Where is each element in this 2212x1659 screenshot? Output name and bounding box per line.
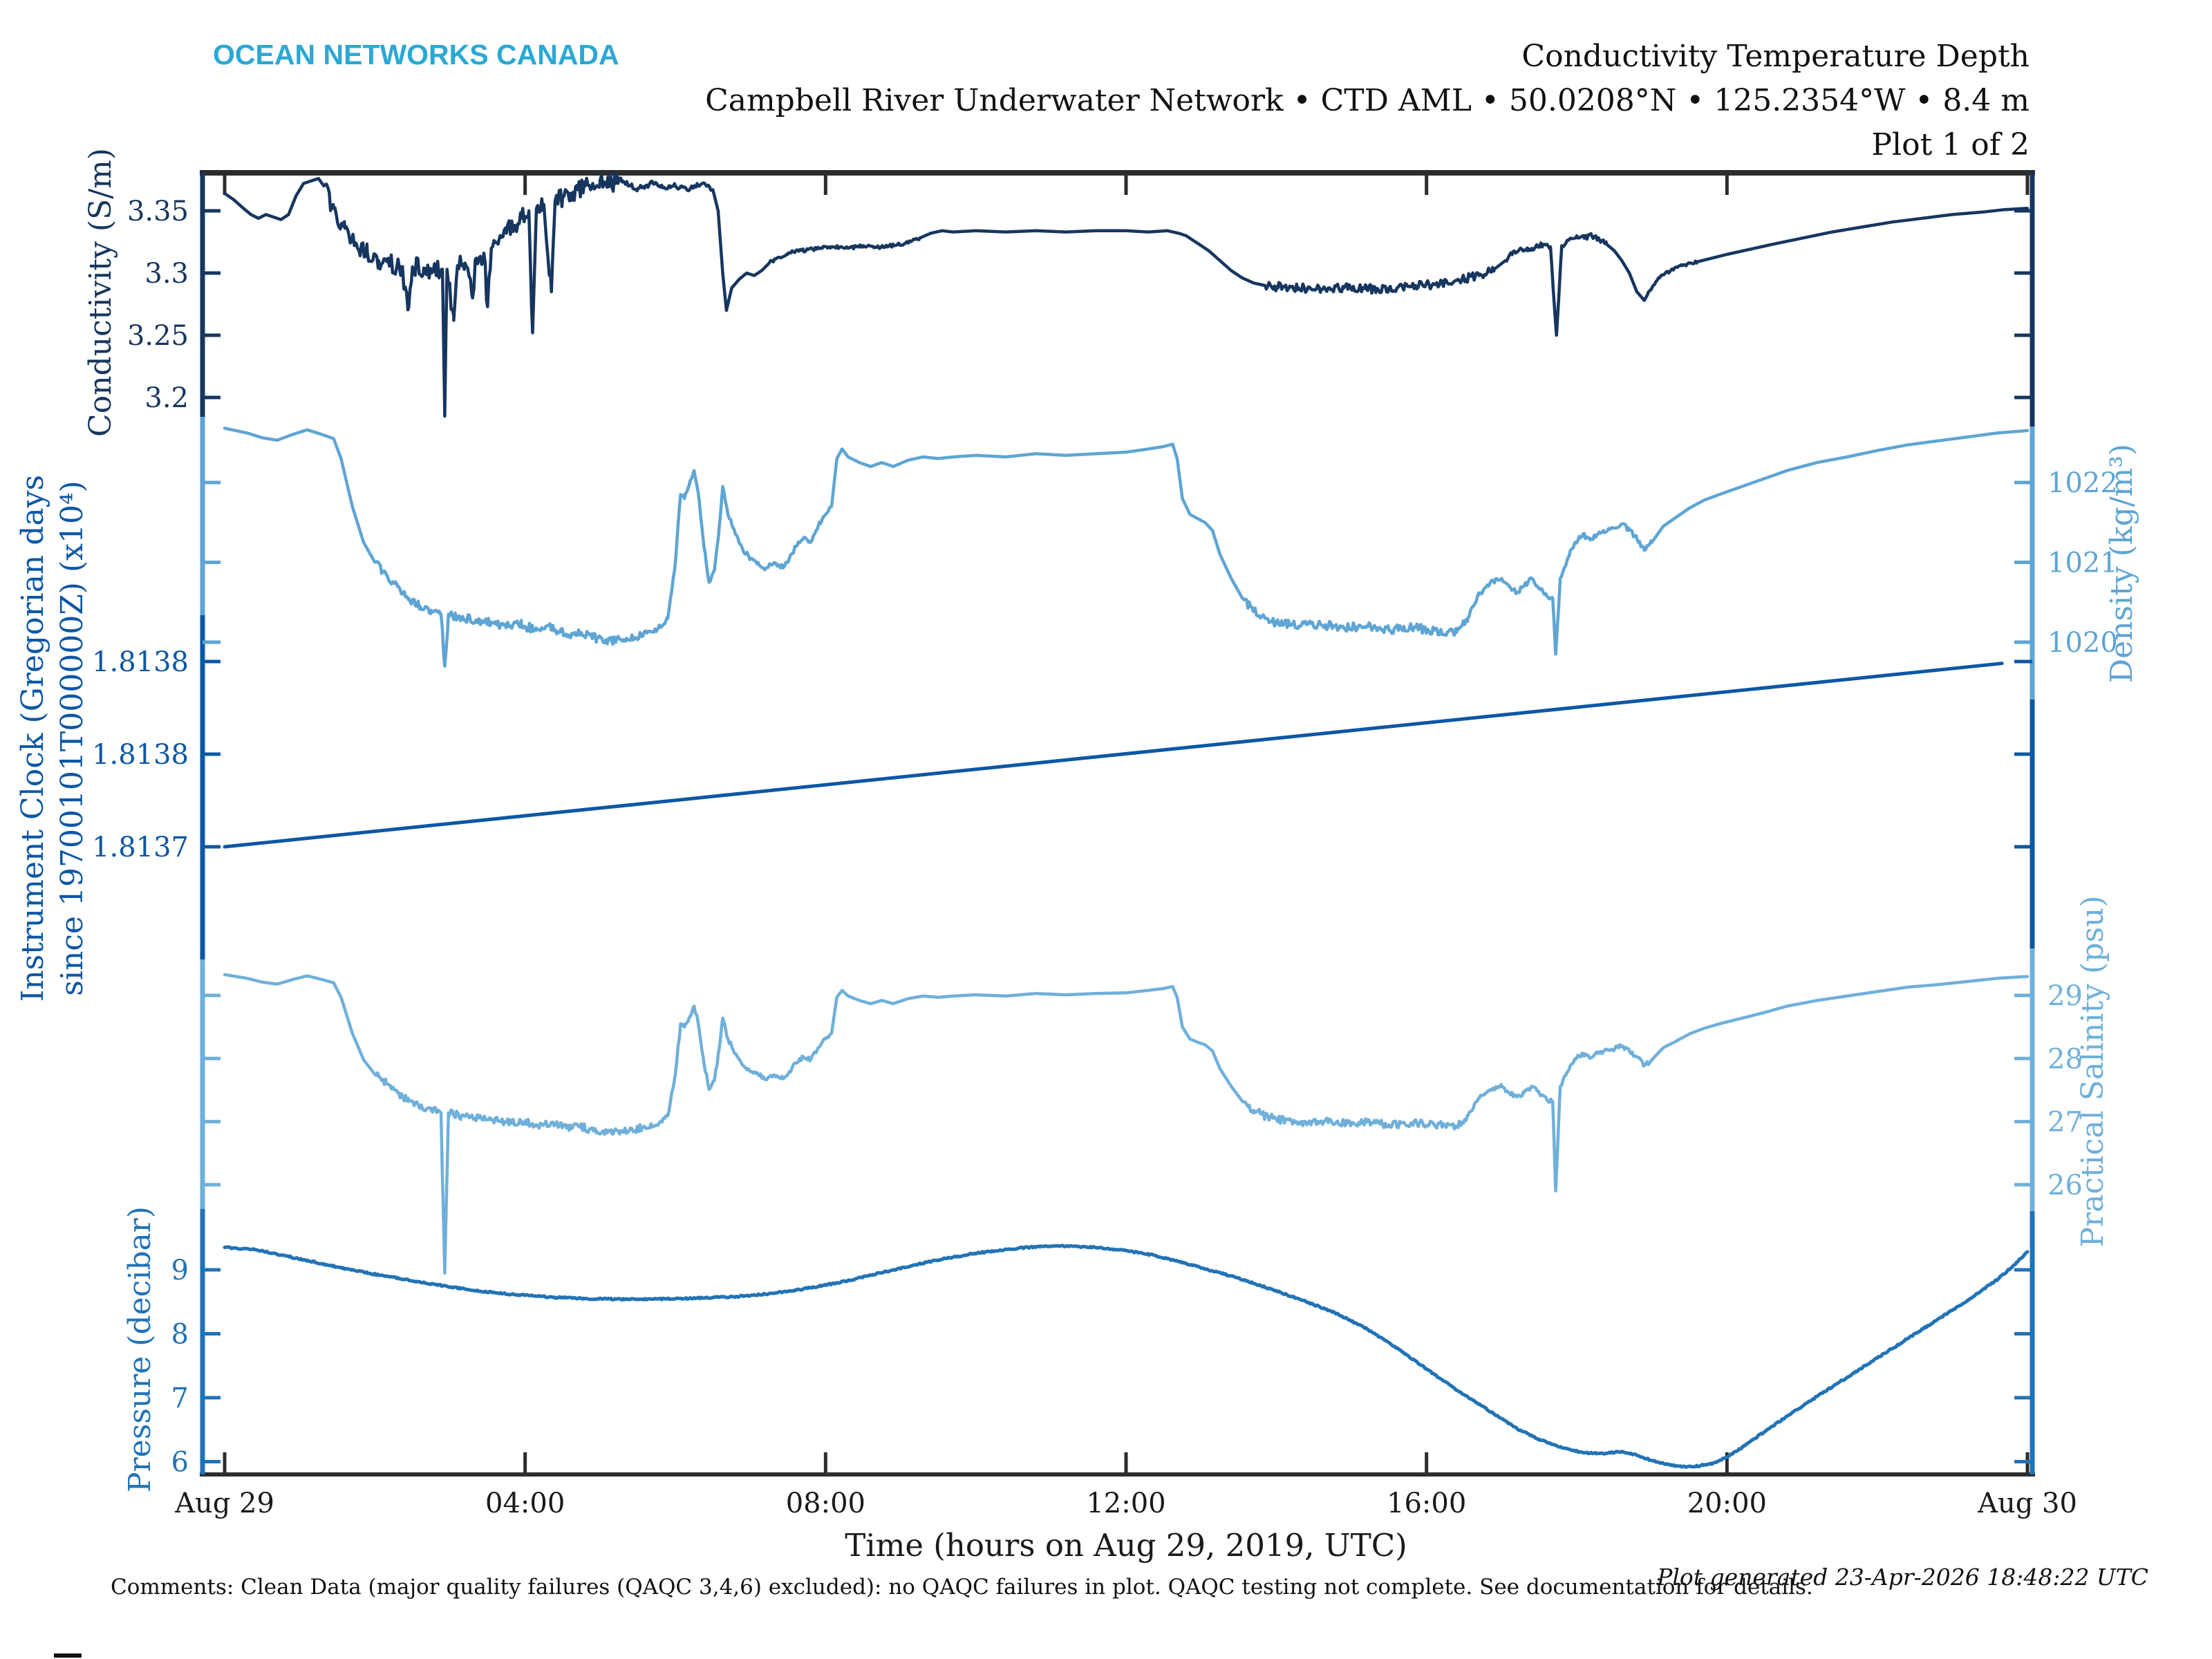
plot-subtitle: Campbell River Underwater Network • CTD … xyxy=(705,83,2030,118)
y-axis-label-cond: Conductivity (S/m) xyxy=(83,148,118,437)
y-tick-label-clock: 1.8138 xyxy=(92,646,189,678)
y-axis-label-dens: Density (kg/m³) xyxy=(2104,444,2139,683)
y-tick-label-sal: 26 xyxy=(2047,1170,2083,1201)
y-tick-label-clock: 1.8137 xyxy=(92,832,189,863)
y-tick-label-dens: 1022 xyxy=(2047,467,2118,499)
y-tick-label-pres: 9 xyxy=(171,1255,189,1286)
y-tick-label-pres: 6 xyxy=(171,1447,189,1479)
y-tick-label-pres: 8 xyxy=(171,1319,189,1351)
y-tick-label-dens: 1021 xyxy=(2047,547,2118,579)
series-line-dens xyxy=(223,427,2030,668)
x-tick-label: 08:00 xyxy=(786,1488,865,1519)
y-tick-label-sal: 28 xyxy=(2047,1043,2083,1075)
x-tick-label: Aug 29 xyxy=(174,1488,274,1519)
series-line-cond xyxy=(223,173,2030,418)
y-tick-label-cond: 3.3 xyxy=(144,258,189,290)
series-line-clock xyxy=(223,662,2004,849)
y-tick-label-cond: 3.35 xyxy=(127,196,189,227)
y-axis-label-clock: Instrument Clock (Gregorian days xyxy=(15,475,50,1002)
x-tick-label: 04:00 xyxy=(485,1488,565,1519)
plot-number: Plot 1 of 2 xyxy=(1871,127,2030,162)
y-tick-label-sal: 27 xyxy=(2047,1107,2083,1138)
y-tick-label-clock: 1.8138 xyxy=(92,739,189,771)
x-tick-label: 12:00 xyxy=(1086,1488,1165,1519)
plot-title: Conductivity Temperature Depth xyxy=(1521,39,2030,74)
qaqc-comments: Comments: Clean Data (major quality fail… xyxy=(111,1575,1813,1600)
y-axis-label-pres: Pressure (decibar) xyxy=(122,1206,158,1492)
y-tick-label-sal: 29 xyxy=(2047,980,2083,1012)
generated-timestamp: Plot generated 23-Apr-2026 18:48:22 UTC xyxy=(1657,1564,2148,1591)
x-axis-label: Time (hours on Aug 29, 2019, UTC) xyxy=(845,1527,1407,1564)
x-tick-label: 16:00 xyxy=(1387,1488,1466,1519)
y-tick-label-pres: 7 xyxy=(171,1382,189,1414)
page-corner-mark xyxy=(54,1653,82,1658)
x-tick-label: 20:00 xyxy=(1687,1488,1767,1519)
title-block: Conductivity Temperature Depth Campbell … xyxy=(705,35,2030,167)
y-axis-label-sal: Practical Salinity (psu) xyxy=(2075,895,2110,1247)
series-line-sal xyxy=(223,973,2030,1275)
y-axis-label-clock: since 19700101T000000Z) (x10⁴) xyxy=(55,480,90,995)
onc-logo: OCEAN NETWORKS CANADA xyxy=(213,39,619,71)
x-tick-label: Aug 30 xyxy=(1977,1488,2077,1519)
y-tick-label-cond: 3.2 xyxy=(144,382,189,414)
y-tick-label-dens: 1020 xyxy=(2047,627,2118,659)
series-line-pres xyxy=(223,1244,2030,1470)
y-tick-label-cond: 3.25 xyxy=(127,320,189,352)
